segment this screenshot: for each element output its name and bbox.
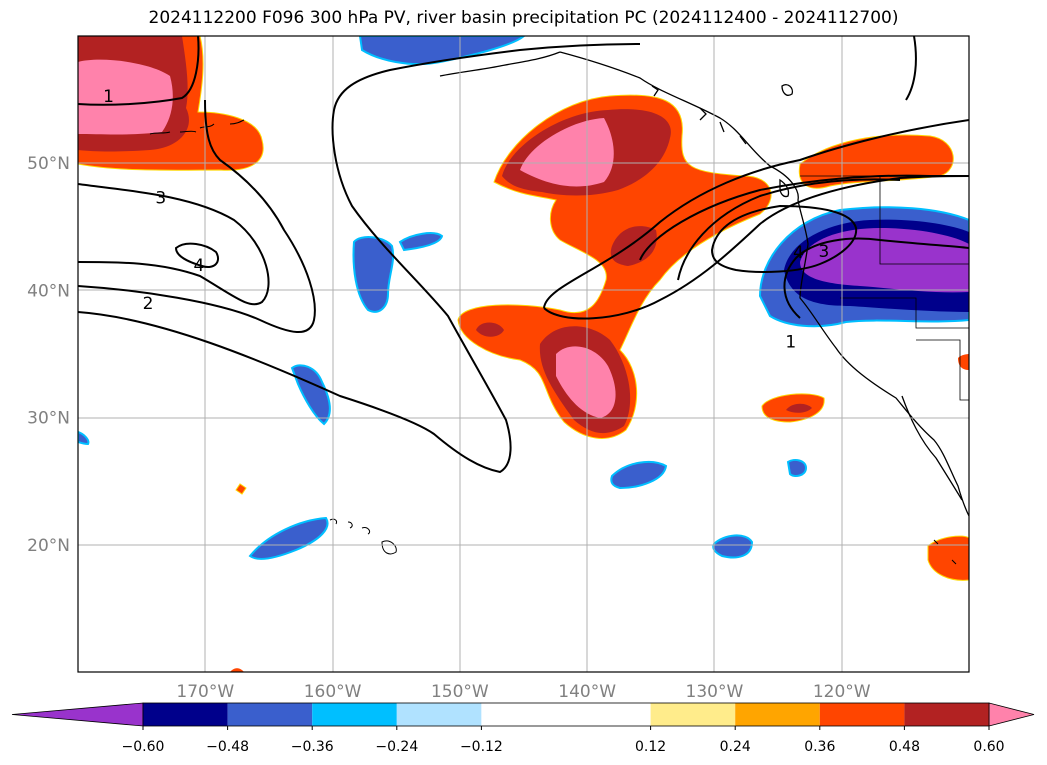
pv-contour-label: 1 — [785, 332, 796, 352]
pv-contour-label: 3 — [155, 189, 166, 209]
pv-contour-3-east — [639, 174, 969, 261]
colorbar-segment — [904, 703, 989, 726]
colorbar-tick-label: −0.60 — [122, 739, 165, 755]
pv-contour-closed-east — [710, 204, 858, 273]
precip-region-subtropic-4 — [248, 516, 329, 560]
pv-contour-label: 1 — [103, 87, 114, 107]
map-frame — [77, 35, 970, 673]
lon-tick-label: 120°W — [813, 682, 871, 702]
colorbar-segment — [735, 703, 820, 726]
precip-region-central-north-peak — [520, 118, 614, 187]
pv-contour-label: 4 — [793, 243, 804, 263]
pv-contour-2-west — [78, 99, 316, 334]
pv-contour-1-east — [543, 119, 969, 309]
precip-region-subtropic-1 — [352, 236, 395, 313]
colorbar-segment — [227, 703, 313, 726]
lat-tick-label: 30°N — [27, 409, 70, 429]
pv-contour-1-west — [78, 36, 200, 106]
colorbar-segment — [650, 703, 736, 726]
pv-contour-1-arc — [783, 237, 969, 319]
colorbar-tick-label: 0.60 — [973, 739, 1004, 755]
pv-contour-label: 3 — [818, 242, 829, 262]
pv-contour-4-west — [174, 242, 220, 268]
precip-region-central-south-peak — [556, 346, 616, 418]
lon-tick-label: 130°W — [686, 682, 744, 702]
lon-tick-label: 170°W — [176, 682, 234, 702]
colorbar-segment — [143, 703, 228, 726]
precip-region-central-mid-core — [610, 226, 657, 266]
lon-tick-label: 140°W — [558, 682, 616, 702]
colorbar-tick-label: 0.36 — [804, 739, 835, 755]
colorbar-segment — [481, 703, 651, 726]
north-america-coastline — [559, 51, 969, 517]
lon-tick-label: 160°W — [304, 682, 362, 702]
precip-region-west-lobe-core — [476, 322, 504, 337]
colorbar-tick-label: 0.24 — [720, 739, 751, 755]
gridlines — [78, 36, 969, 672]
coastlines — [439, 51, 969, 517]
pv-contour-label: 2 — [143, 294, 154, 314]
precip-region-subtropic-3 — [610, 460, 668, 490]
precip-region-nw-peak — [78, 59, 173, 135]
colorbar-tick-label: −0.36 — [291, 739, 334, 755]
pv-contours — [78, 36, 969, 474]
precip-region-baja — [927, 535, 969, 581]
colorbar-tick-label: −0.12 — [460, 739, 503, 755]
pv-contour-4-east — [677, 178, 901, 281]
colorbar-tick-label: 0.12 — [635, 739, 666, 755]
colorbar-tick-label: −0.24 — [375, 739, 418, 755]
colorbar-segment — [396, 703, 482, 726]
colorbar-extend-min — [11, 702, 144, 727]
lat-tick-label: 50°N — [27, 154, 70, 174]
precip-positive-regions — [78, 36, 969, 672]
islands — [149, 119, 957, 565]
chart-title: 2024112200 F096 300 hPa PV, river basin … — [148, 8, 899, 28]
latitude-labels: 20°N 30°N 40°N 50°N — [27, 154, 70, 556]
pv-contour-2-east — [543, 175, 969, 320]
pv-contour-3-west — [78, 183, 270, 306]
colorbar-tick-label: 0.48 — [889, 739, 920, 755]
colorbar-segment — [312, 703, 397, 726]
lon-tick-label: 150°W — [431, 682, 489, 702]
colorbar-tick-label: −0.48 — [206, 739, 249, 755]
longitude-labels: 170°W 160°W 150°W 140°W 130°W 120°W — [176, 682, 870, 702]
lat-tick-label: 20°N — [27, 536, 70, 556]
pv-contour-label: 4 — [194, 256, 205, 276]
pv-contour-1-long — [78, 43, 641, 474]
colorbar: −0.60 −0.48 −0.36 −0.24 −0.12 0.12 0.24 0.36 0.4… — [11, 702, 1035, 755]
lat-tick-label: 40°N — [27, 281, 70, 301]
colorbar-extend-max — [988, 702, 1035, 727]
colorbar-frame — [142, 702, 990, 727]
colorbar-segment — [819, 703, 905, 726]
